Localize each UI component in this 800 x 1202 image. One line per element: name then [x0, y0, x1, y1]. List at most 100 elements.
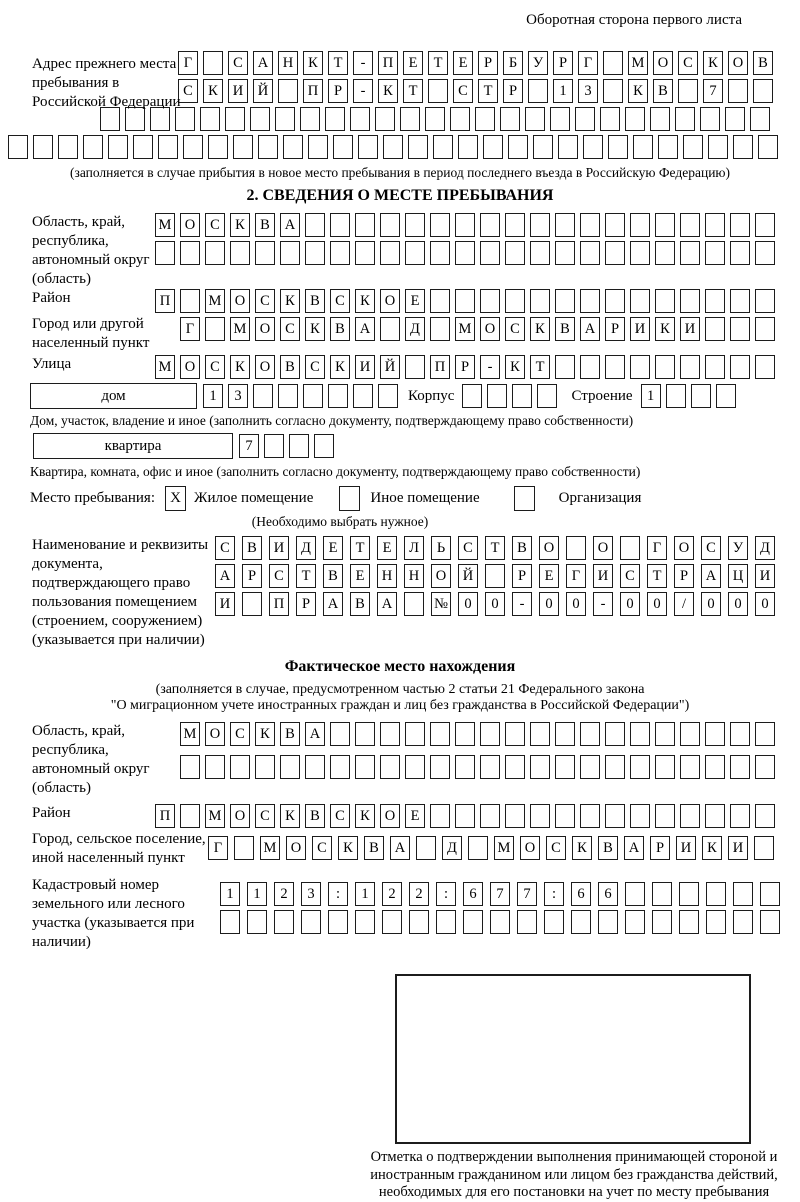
char-cell[interactable] [278, 79, 298, 103]
char-cell[interactable] [233, 135, 253, 159]
char-cell[interactable]: К [230, 355, 250, 379]
char-cell[interactable] [133, 135, 153, 159]
char-cell[interactable]: Й [380, 355, 400, 379]
char-cell[interactable]: Т [350, 536, 370, 560]
apartment-box[interactable]: квартира [33, 433, 233, 459]
char-cell[interactable]: С [269, 564, 289, 588]
char-cell[interactable]: М [205, 289, 225, 313]
stroenie-cells[interactable]: 1 [640, 384, 736, 408]
char-cell[interactable]: Е [403, 51, 423, 75]
char-cell[interactable] [655, 355, 675, 379]
char-cell[interactable] [205, 755, 225, 779]
char-cell[interactable] [680, 355, 700, 379]
korpus-cells[interactable] [462, 384, 558, 408]
char-cell[interactable] [690, 384, 711, 408]
char-cell[interactable] [608, 135, 628, 159]
char-cell[interactable] [505, 289, 525, 313]
char-cell[interactable]: 1 [355, 882, 375, 906]
char-cell[interactable] [675, 107, 695, 131]
char-cell[interactable]: П [378, 51, 398, 75]
char-cell[interactable]: О [230, 804, 250, 828]
char-cell[interactable]: О [205, 722, 225, 746]
char-cell[interactable] [566, 536, 586, 560]
char-cell[interactable]: Д [442, 836, 462, 860]
char-cell[interactable]: 6 [463, 882, 483, 906]
char-cell[interactable]: Т [647, 564, 667, 588]
char-cell[interactable] [705, 317, 725, 341]
char-cell[interactable] [680, 289, 700, 313]
char-cell[interactable] [305, 755, 325, 779]
char-cell[interactable] [580, 241, 600, 265]
char-cell[interactable] [383, 135, 403, 159]
char-cell[interactable] [605, 755, 625, 779]
char-cell[interactable]: М [230, 317, 250, 341]
char-cell[interactable] [755, 355, 775, 379]
char-cell[interactable]: М [155, 213, 175, 237]
char-cell[interactable] [330, 722, 350, 746]
char-cell[interactable]: 0 [566, 592, 586, 616]
char-cell[interactable]: Ь [431, 536, 451, 560]
char-cell[interactable] [530, 289, 550, 313]
char-cell[interactable] [405, 722, 425, 746]
char-cell[interactable]: Г [208, 836, 228, 860]
char-cell[interactable]: О [593, 536, 613, 560]
char-cell[interactable] [480, 722, 500, 746]
char-cell[interactable] [455, 755, 475, 779]
char-cell[interactable] [555, 241, 575, 265]
char-cell[interactable]: - [480, 355, 500, 379]
char-cell[interactable] [508, 135, 528, 159]
region-row-2[interactable] [155, 241, 800, 265]
char-cell[interactable] [630, 241, 650, 265]
char-cell[interactable]: П [430, 355, 450, 379]
char-cell[interactable] [264, 434, 284, 458]
char-cell[interactable] [380, 722, 400, 746]
char-cell[interactable] [430, 755, 450, 779]
char-cell[interactable] [705, 755, 725, 779]
char-cell[interactable]: С [505, 317, 525, 341]
char-cell[interactable] [83, 135, 103, 159]
char-cell[interactable]: А [701, 564, 721, 588]
char-cell[interactable] [605, 213, 625, 237]
char-cell[interactable]: С [678, 51, 698, 75]
char-cell[interactable]: М [628, 51, 648, 75]
char-cell[interactable] [705, 213, 725, 237]
char-cell[interactable] [558, 135, 578, 159]
char-cell[interactable] [225, 107, 245, 131]
cadastral-row-2[interactable] [220, 910, 800, 934]
char-cell[interactable] [455, 241, 475, 265]
char-cell[interactable] [455, 722, 475, 746]
char-cell[interactable]: 0 [539, 592, 559, 616]
char-cell[interactable]: Т [530, 355, 550, 379]
char-cell[interactable]: 1 [203, 384, 223, 408]
char-cell[interactable] [430, 804, 450, 828]
char-cell[interactable] [205, 241, 225, 265]
char-cell[interactable] [530, 241, 550, 265]
char-cell[interactable] [430, 241, 450, 265]
char-cell[interactable]: С [546, 836, 566, 860]
char-cell[interactable]: А [253, 51, 273, 75]
char-cell[interactable]: Й [458, 564, 478, 588]
char-cell[interactable] [505, 804, 525, 828]
char-cell[interactable] [630, 722, 650, 746]
char-cell[interactable]: Е [453, 51, 473, 75]
char-cell[interactable] [750, 107, 770, 131]
char-cell[interactable] [733, 882, 753, 906]
char-cell[interactable] [652, 910, 672, 934]
char-cell[interactable] [680, 755, 700, 779]
char-cell[interactable]: К [505, 355, 525, 379]
char-cell[interactable]: О [520, 836, 540, 860]
char-cell[interactable]: Р [478, 51, 498, 75]
char-cell[interactable] [633, 135, 653, 159]
char-cell[interactable] [355, 213, 375, 237]
char-cell[interactable] [630, 755, 650, 779]
char-cell[interactable]: Г [578, 51, 598, 75]
char-cell[interactable]: - [353, 51, 373, 75]
char-cell[interactable]: / [674, 592, 694, 616]
char-cell[interactable] [530, 722, 550, 746]
char-cell[interactable] [680, 241, 700, 265]
char-cell[interactable] [475, 107, 495, 131]
char-cell[interactable] [250, 107, 270, 131]
char-cell[interactable]: Р [512, 564, 532, 588]
